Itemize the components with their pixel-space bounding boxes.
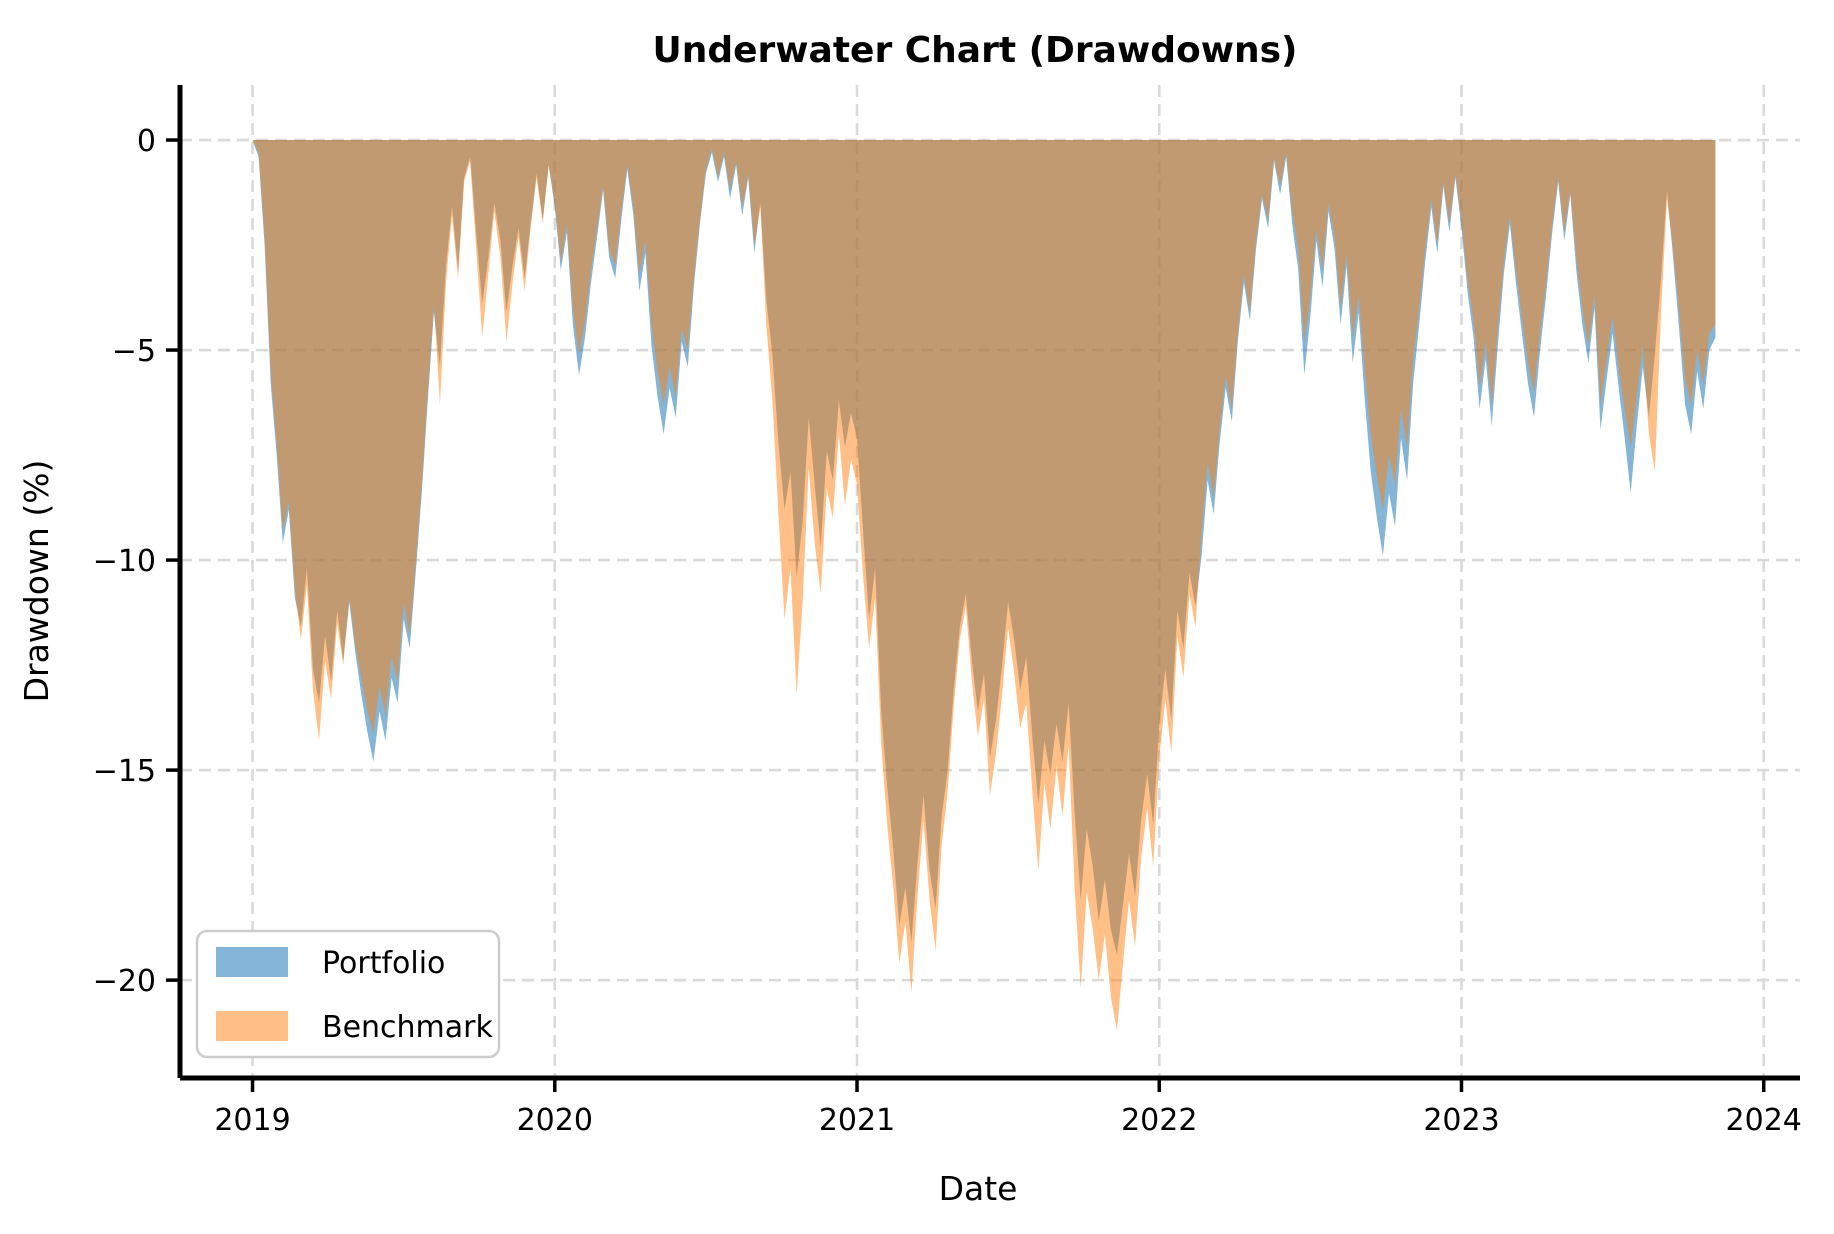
legend: Portfolio Benchmark (195, 929, 501, 1059)
legend-swatch-portfolio (216, 947, 288, 977)
y-tick-label: −10 (93, 544, 156, 579)
axes-layer: 2019 2020 2021 2022 2023 2024 0 −5 −10 −15 −20 (93, 85, 1802, 1138)
x-tick-label: 2022 (1121, 1103, 1197, 1138)
benchmark-area (252, 140, 1716, 1031)
y-tick-label: 0 (137, 124, 156, 159)
x-axis-ticks: 2019 2020 2021 2022 2023 2024 (214, 1078, 1802, 1138)
y-tick-label: −5 (112, 334, 156, 369)
x-tick-label: 2024 (1726, 1103, 1802, 1138)
y-axis-ticks: 0 −5 −10 −15 −20 (93, 124, 180, 999)
x-tick-label: 2019 (214, 1103, 290, 1138)
x-tick-label: 2021 (819, 1103, 895, 1138)
y-tick-label: −20 (93, 964, 156, 999)
x-axis-label: Date (939, 1169, 1018, 1208)
y-tick-label: −15 (93, 754, 156, 789)
x-tick-label: 2023 (1423, 1103, 1499, 1138)
area-series-layer (252, 140, 1716, 1031)
chart-title: Underwater Chart (Drawdowns) (652, 30, 1297, 71)
legend-swatch-benchmark (216, 1011, 288, 1041)
legend-label-portfolio: Portfolio (322, 946, 445, 981)
x-tick-label: 2020 (517, 1103, 593, 1138)
legend-label-benchmark: Benchmark (322, 1010, 494, 1045)
y-axis-label: Drawdown (%) (17, 460, 56, 703)
